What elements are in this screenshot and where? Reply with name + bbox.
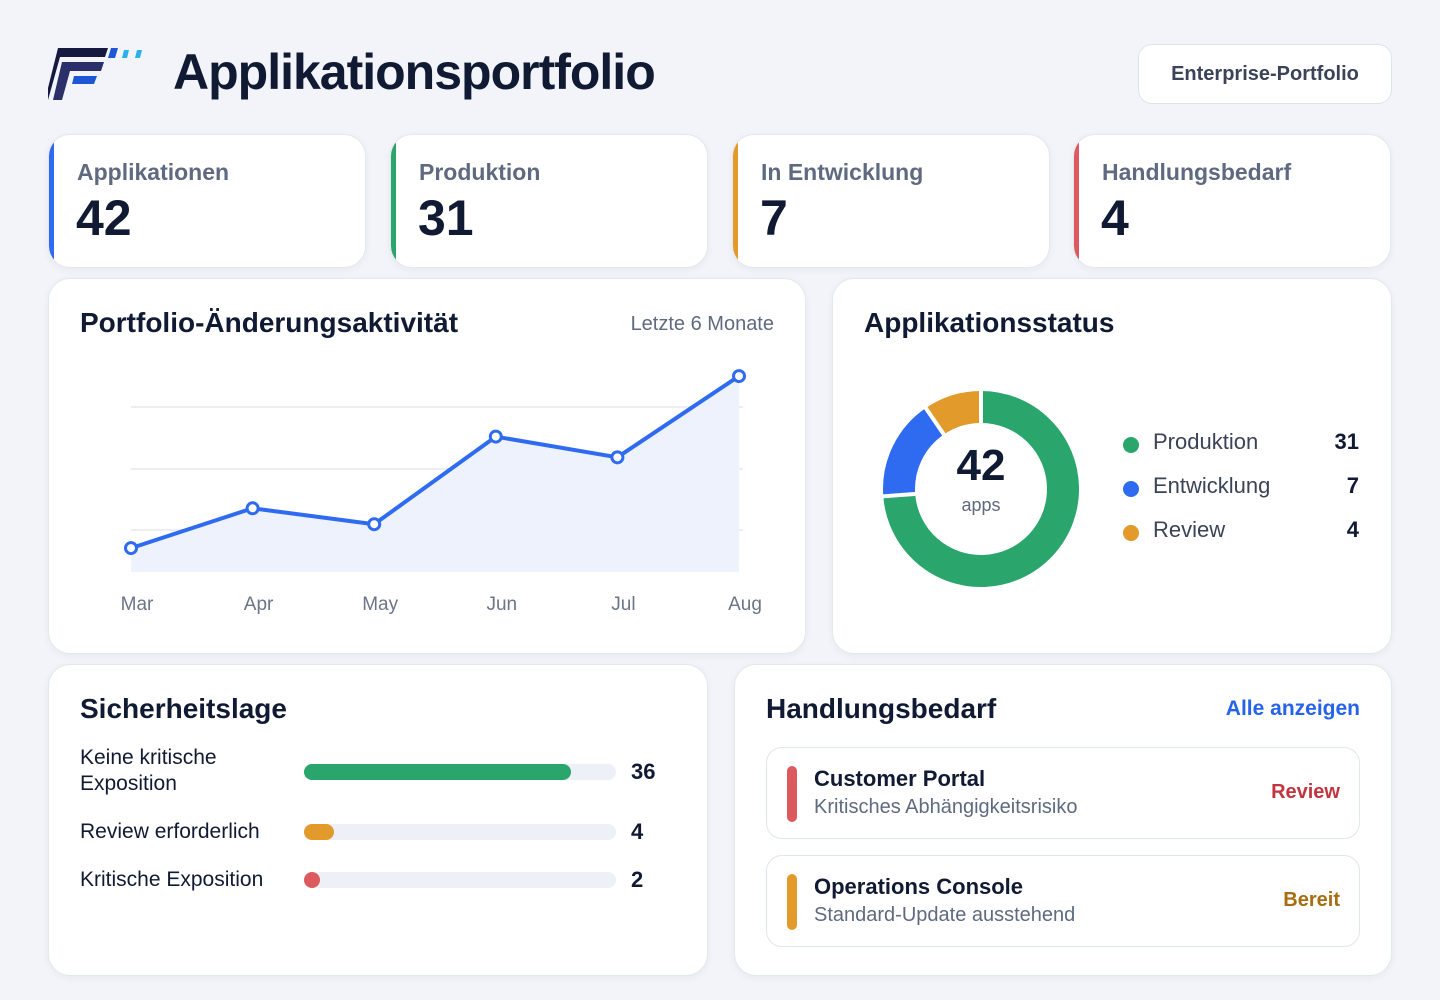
action-item-name: Operations Console xyxy=(814,874,1024,899)
kpi-label: Handlungsbedarf xyxy=(1102,159,1292,185)
chart-data-point xyxy=(732,369,746,384)
activity-line-chart: Mar Apr May Jun Jul Aug xyxy=(121,369,762,615)
kpi-value: 7 xyxy=(760,190,788,246)
chart-data-point xyxy=(610,450,625,465)
action-needed-title: Handlungsbedarf xyxy=(766,693,997,724)
legend-value: 7 xyxy=(1346,473,1359,498)
legend-label: Produktion xyxy=(1153,429,1259,454)
security-card-title: Sicherheitslage xyxy=(80,693,287,724)
legend-value: 4 xyxy=(1346,517,1359,542)
chart-data-point xyxy=(367,517,382,532)
security-row-value: 2 xyxy=(631,867,644,892)
legend-dot-icon xyxy=(1123,481,1139,497)
kpi-accent-bar xyxy=(733,135,738,267)
portfolio-selector-button[interactable]: Enterprise-Portfolio xyxy=(1138,44,1392,104)
status-card: Applikationsstatus 42 apps Produktion 31… xyxy=(832,278,1392,654)
kpi-label: Applikationen xyxy=(77,159,230,185)
legend-label: Review xyxy=(1153,517,1226,542)
chart-x-tick-label: Jun xyxy=(486,594,517,615)
action-needed-card: Handlungsbedarf Alle anzeigen Customer P… xyxy=(734,664,1392,976)
action-item-description: Kritisches Abhängigkeitsrisiko xyxy=(814,796,1078,818)
status-card-title: Applikationsstatus xyxy=(864,307,1115,338)
donut-center-value: 42 xyxy=(956,441,1006,490)
legend-value: 31 xyxy=(1334,429,1359,454)
kpi-accent-bar xyxy=(391,135,396,267)
kpi-card-applications[interactable]: Applikationen 42 xyxy=(48,134,366,268)
kpi-card-action-needed[interactable]: Handlungsbedarf 4 xyxy=(1073,134,1391,268)
activity-chart-card: Portfolio-Änderungsaktivität Letzte 6 Mo… xyxy=(48,278,806,654)
action-severity-bar xyxy=(787,766,797,822)
security-row-value: 4 xyxy=(631,819,644,844)
donut-separator xyxy=(882,491,917,499)
kpi-card-production[interactable]: Produktion 31 xyxy=(390,134,708,268)
chart-data-point xyxy=(488,429,503,444)
donut-separator xyxy=(923,406,947,437)
kpi-label: Produktion xyxy=(419,159,541,185)
activity-period-label: Letzte 6 Monate xyxy=(630,313,774,335)
chart-x-tick-label: Aug xyxy=(728,594,762,615)
security-card: Sicherheitslage Keine kritische Expositi… xyxy=(48,664,708,976)
kpi-accent-bar xyxy=(49,135,54,267)
security-row-value: 36 xyxy=(631,759,656,784)
action-status-badge: Bereit xyxy=(1283,889,1340,911)
page-header: Applikationsportfolio Enterprise-Portfol… xyxy=(48,40,1392,104)
status-donut-chart xyxy=(882,390,1079,587)
chart-data-point xyxy=(124,541,138,556)
action-item-description: Standard-Update ausstehend xyxy=(814,904,1076,926)
kpi-value: 42 xyxy=(76,190,132,246)
activity-chart-title: Portfolio-Änderungsaktivität xyxy=(80,307,459,338)
chart-series-line xyxy=(129,374,741,551)
action-severity-bar xyxy=(787,874,797,930)
security-row-label: Kritische Exposition xyxy=(80,868,264,891)
kpi-card-in-development[interactable]: In Entwicklung 7 xyxy=(732,134,1050,268)
kpi-value: 4 xyxy=(1101,190,1129,246)
kpi-value: 31 xyxy=(418,190,474,246)
kpi-accent-bar xyxy=(1074,135,1079,267)
security-progress-fill xyxy=(304,824,334,840)
legend-item-production: Produktion 31 xyxy=(1123,429,1359,473)
donut-center-label: apps xyxy=(961,495,1001,515)
security-progress-fill xyxy=(304,764,572,780)
legend-dot-icon xyxy=(1123,525,1139,541)
donut-segment-produktion xyxy=(883,391,1079,587)
action-item-customer-portal[interactable]: Customer Portal Kritisches Abhängigkeits… xyxy=(766,747,1360,839)
security-progress-track xyxy=(304,872,616,888)
security-progress-track xyxy=(304,824,616,840)
action-item-name: Customer Portal xyxy=(814,766,986,791)
kpi-label: In Entwicklung xyxy=(761,159,924,185)
brand-logo-icon xyxy=(48,48,142,100)
chart-x-tick-label: Jul xyxy=(611,594,635,615)
legend-item-review: Review 4 xyxy=(1123,517,1359,561)
security-row-label: Keine kritische Exposition xyxy=(80,746,217,795)
chart-x-tick-label: May xyxy=(362,594,398,615)
donut-segment-entwicklung xyxy=(883,408,945,497)
chart-x-tick-label: Apr xyxy=(244,594,274,615)
page-title: Applikationsportfolio xyxy=(173,44,656,100)
legend-dot-icon xyxy=(1123,437,1139,453)
status-legend: Produktion 31 Entwicklung 7 Review 4 xyxy=(1123,429,1359,561)
security-row-label: Review erforderlich xyxy=(80,820,260,843)
legend-label: Entwicklung xyxy=(1153,473,1271,498)
action-item-operations-console[interactable]: Operations Console Standard-Update ausst… xyxy=(766,855,1360,947)
legend-item-development: Entwicklung 7 xyxy=(1123,473,1359,517)
view-all-link[interactable]: Alle anzeigen xyxy=(1225,697,1360,720)
donut-segment-review xyxy=(925,391,982,435)
action-status-badge: Review xyxy=(1271,781,1340,803)
chart-data-point xyxy=(245,501,260,516)
chart-area-fill xyxy=(131,376,739,572)
security-progress-fill xyxy=(304,872,320,888)
chart-x-tick-label: Mar xyxy=(121,594,154,615)
security-progress-track xyxy=(304,764,616,780)
